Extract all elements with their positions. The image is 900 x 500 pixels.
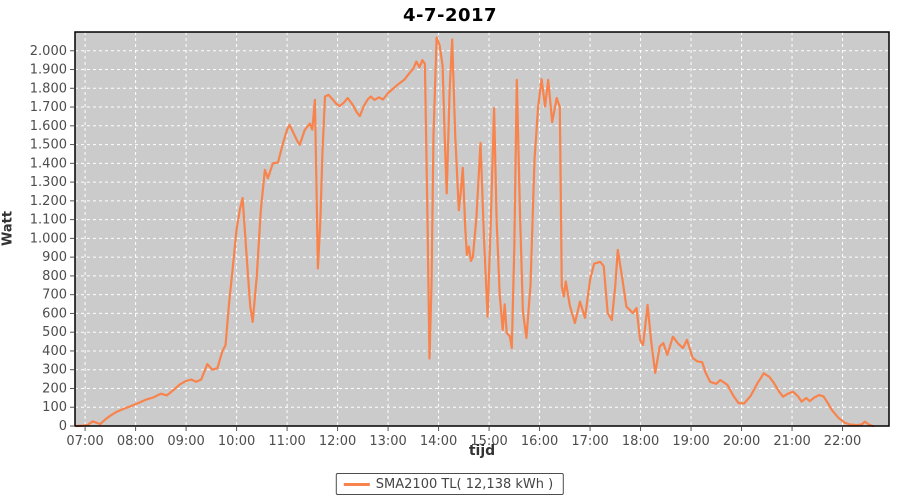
x-tick-label: 18:00 — [622, 434, 659, 449]
y-tick-label: 400 — [42, 344, 67, 359]
x-tick-label: 12:00 — [319, 434, 356, 449]
legend-label: SMA2100 TL( 12,138 kWh ) — [375, 476, 554, 492]
legend-line-swatch — [343, 482, 370, 486]
x-tick-label: 19:00 — [672, 434, 709, 449]
x-tick-label: 22:00 — [824, 434, 861, 449]
y-tick-label: 1.600 — [30, 119, 67, 134]
y-tick-label: 600 — [42, 306, 67, 321]
x-tick-label: 10:00 — [218, 434, 255, 449]
y-tick-label: 1.500 — [30, 138, 67, 153]
y-tick-label: 2.000 — [30, 44, 67, 59]
x-tick-label: 21:00 — [773, 434, 810, 449]
y-tick-label: 1.300 — [30, 175, 67, 190]
x-tick-label: 13:00 — [369, 434, 406, 449]
y-tick-label: 1.800 — [30, 81, 67, 96]
x-tick-label: 11:00 — [268, 434, 305, 449]
y-tick-label: 1.900 — [30, 63, 67, 78]
y-tick-label: 100 — [42, 400, 67, 415]
y-axis-title: Watt — [0, 210, 16, 247]
x-tick-label: 16:00 — [521, 434, 558, 449]
legend: SMA2100 TL( 12,138 kWh ) — [335, 473, 565, 495]
y-tick-label: 1.000 — [30, 231, 67, 246]
y-tick-label: 1.100 — [30, 213, 67, 228]
y-tick-label: 1.700 — [30, 100, 67, 115]
x-axis-title: tijd — [468, 443, 496, 459]
x-tick-label: 14:00 — [420, 434, 457, 449]
y-tick-label: 0 — [59, 419, 67, 434]
plot-area — [75, 32, 889, 426]
plot-border — [74, 31, 890, 427]
y-tick-label: 1.400 — [30, 156, 67, 171]
y-tick-label: 700 — [42, 288, 67, 303]
y-tick-label: 1.200 — [30, 194, 67, 209]
x-tick-label: 08:00 — [117, 434, 154, 449]
x-tick-label: 15:00 — [470, 434, 507, 449]
y-tick-label: 800 — [42, 269, 67, 284]
x-tick-label: 09:00 — [167, 434, 204, 449]
x-tick-label: 20:00 — [723, 434, 760, 449]
x-tick-label: 17:00 — [571, 434, 608, 449]
y-tick-label: 300 — [42, 363, 67, 378]
y-tick-label: 900 — [42, 250, 67, 265]
series-line — [75, 36, 874, 428]
x-tick-label: 07:00 — [66, 434, 103, 449]
chart-title: 4-7-2017 — [402, 5, 498, 26]
y-tick-label: 500 — [42, 325, 67, 340]
y-tick-label: 200 — [42, 381, 67, 396]
